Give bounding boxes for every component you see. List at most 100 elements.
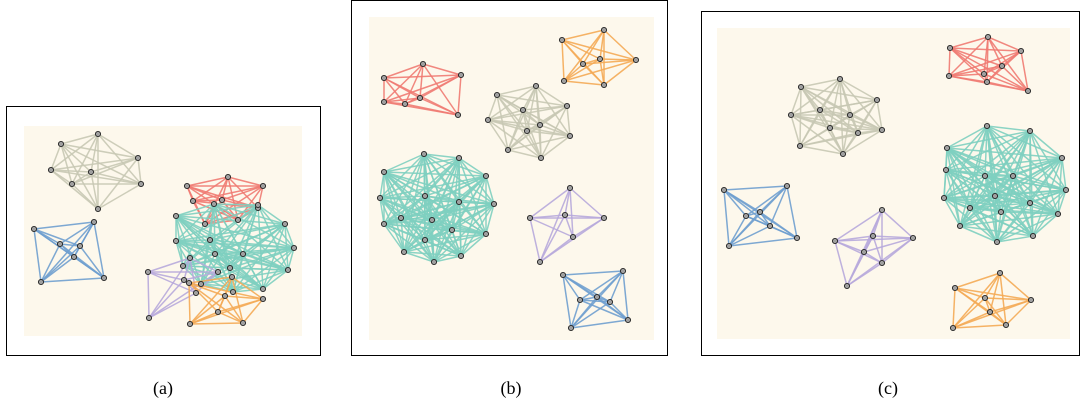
edge (849, 114, 859, 134)
edge (943, 175, 986, 199)
panel-c-blue-cluster-edges (723, 185, 798, 247)
edge (231, 276, 244, 324)
edge (148, 292, 197, 319)
edge (379, 153, 425, 199)
panel-c-teal-node (956, 222, 964, 230)
edge (460, 203, 495, 257)
panel-c-orange-node (986, 308, 994, 316)
edge (566, 105, 571, 137)
edge (819, 78, 841, 111)
edge (846, 262, 883, 287)
edge (952, 272, 1001, 329)
edge (539, 187, 571, 263)
edge (529, 217, 541, 263)
edge (424, 239, 435, 263)
edge (994, 195, 1031, 204)
panel-b-orange-node (558, 36, 566, 44)
edge (213, 203, 259, 206)
edge (948, 75, 988, 83)
edge (984, 175, 1067, 191)
edge (946, 147, 1063, 159)
edge (93, 221, 105, 279)
panel-c-blue-node (756, 208, 764, 216)
edge (424, 195, 433, 221)
edge (242, 298, 264, 324)
panel-a-red-node (259, 182, 267, 190)
edge (954, 287, 1032, 301)
edge (262, 269, 289, 290)
panel-b-gray-node (532, 82, 540, 90)
edge (1061, 157, 1067, 191)
panel-b-gray-node (566, 132, 574, 140)
edge (943, 125, 988, 199)
edge (1012, 175, 1059, 215)
edge (175, 203, 215, 217)
edge (192, 176, 229, 202)
panel-c-blue-node (720, 186, 728, 194)
edge (383, 171, 487, 177)
edge (221, 199, 239, 221)
panel-b-orange-node (632, 56, 640, 64)
edge (209, 203, 215, 241)
edge (33, 228, 61, 245)
edge (846, 251, 865, 287)
edge (564, 214, 605, 219)
edge (383, 171, 495, 205)
edge (458, 201, 462, 257)
panel-a-gray-cluster-edges (50, 133, 142, 210)
edge (563, 63, 584, 82)
edge (379, 157, 460, 199)
edge (496, 94, 568, 107)
edge (603, 29, 637, 61)
edge (948, 50, 1022, 77)
caption-a: (a) (153, 378, 173, 398)
panel-c-gray-node (796, 142, 804, 150)
edge (946, 147, 1067, 191)
edge (383, 101, 459, 116)
panel-c-red-cluster-edges (948, 36, 1029, 92)
edge (561, 39, 584, 65)
edge (945, 169, 1031, 204)
edge (214, 247, 295, 255)
edge (195, 271, 219, 294)
edge (952, 297, 986, 329)
panel-b-teal-node (482, 172, 490, 180)
panel-a-blue-node (30, 225, 38, 233)
edge (1012, 175, 1031, 204)
edge (983, 36, 989, 75)
panel-a-blue-node (70, 253, 78, 261)
edge (71, 157, 139, 185)
edge (60, 143, 73, 185)
panel-b-red-node (380, 74, 388, 82)
panel-c-red-node (946, 44, 954, 52)
edge (872, 235, 883, 264)
edge (403, 195, 426, 253)
panel-a-teal-node (172, 237, 180, 245)
edge (79, 221, 95, 247)
edge (175, 204, 259, 242)
edge (723, 189, 730, 247)
edge (943, 197, 998, 243)
edge (192, 199, 223, 202)
panel-b-orange-node (600, 81, 608, 89)
panel-a-purple-node (214, 268, 222, 276)
edge (242, 253, 264, 290)
edge (952, 311, 991, 329)
edge (182, 204, 259, 267)
edge (745, 215, 771, 227)
edge (403, 251, 435, 263)
panel-b-teal-cluster-edges (379, 153, 495, 263)
panel-c-teal-node (966, 204, 974, 212)
edge (563, 29, 605, 82)
edge (994, 175, 1014, 197)
edge (188, 276, 233, 284)
edge (40, 243, 61, 283)
edge (959, 225, 998, 243)
edge (59, 243, 81, 247)
edge (526, 105, 568, 132)
panel-c-purple-node (831, 237, 839, 245)
edge (945, 125, 988, 171)
edge (383, 171, 460, 203)
edge (213, 203, 295, 249)
